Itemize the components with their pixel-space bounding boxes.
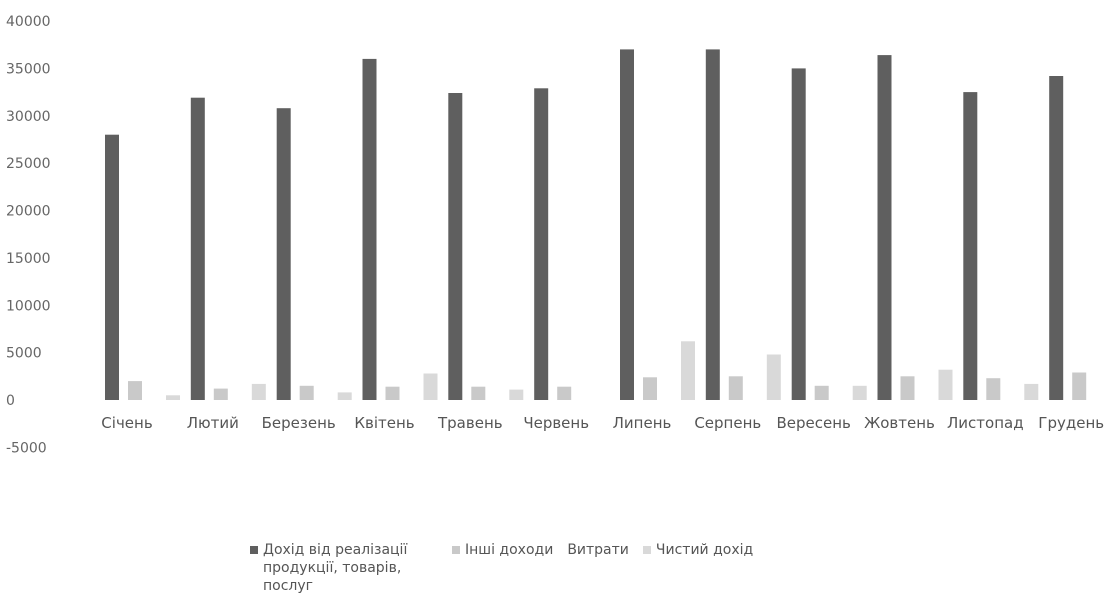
- x-tick-label: Січень: [101, 414, 152, 432]
- bar-series-3-1: [251, 383, 266, 400]
- bar-series-1-10: [986, 378, 1001, 400]
- y-tick-label: 5000: [6, 346, 42, 362]
- x-tick-label: Грудень: [1038, 414, 1104, 432]
- bar-series-0-10: [963, 92, 978, 400]
- x-tick-label: Квітень: [354, 414, 414, 432]
- bar-series-1-3: [385, 386, 400, 400]
- bar-series-0-3: [362, 58, 377, 401]
- y-tick-label: 0: [6, 393, 15, 409]
- y-tick-label: 25000: [6, 156, 51, 172]
- y-tick-label: 10000: [6, 298, 51, 314]
- bar-series-1-11: [1072, 372, 1087, 400]
- bar-series-0-0: [105, 134, 119, 400]
- bar-series-1-7: [728, 376, 743, 400]
- bar-series-0-9: [877, 55, 892, 400]
- x-tick-label: Жовтень: [864, 414, 935, 432]
- x-tick-label: Травень: [437, 414, 503, 432]
- bar-series-1-2: [299, 385, 314, 400]
- bars: [105, 49, 1087, 401]
- bar-series-0-6: [620, 49, 634, 401]
- legend-swatch-other-income: [452, 546, 460, 554]
- bar-series-3-10: [1024, 383, 1039, 400]
- x-tick-label: Березень: [262, 414, 336, 432]
- legend-label-expenses: Витрати: [567, 542, 629, 558]
- y-axis-ticks: -5000 0 5000 10000 15000 20000 25000 30000 35000…: [6, 14, 51, 456]
- bar-series-0-4: [448, 93, 463, 400]
- x-tick-label: Липень: [613, 414, 672, 432]
- bar-series-1-4: [471, 386, 486, 400]
- bar-series-1-5: [557, 386, 572, 400]
- bar-series-0-5: [534, 88, 549, 401]
- bar-series-0-2: [276, 108, 291, 400]
- x-tick-label: Серпень: [694, 414, 761, 432]
- bar-series-3-6: [681, 341, 695, 400]
- bar-series-3-2: [337, 392, 352, 400]
- bar-series-0-8: [791, 68, 806, 401]
- y-tick-label: 15000: [6, 251, 51, 267]
- bar-series-3-7: [766, 354, 781, 400]
- bar-series-3-9: [938, 369, 953, 400]
- bar-series-1-6: [643, 377, 657, 400]
- legend-label-revenue: Дохід від реалізації продукції, товарів,…: [263, 542, 408, 594]
- bar-series-1-0: [128, 381, 142, 400]
- bar-series-3-4: [509, 389, 524, 400]
- bar-series-1-9: [900, 376, 915, 400]
- bar-series-1-1: [213, 388, 228, 400]
- legend-item-other-income: Інші доходи: [452, 541, 553, 559]
- legend-swatch-revenue: [250, 546, 258, 554]
- bar-series-0-7: [705, 49, 720, 401]
- bar-series-3-8: [852, 385, 867, 400]
- legend: Дохід від реалізації продукції, товарів,…: [250, 541, 767, 595]
- bar-series-3-0: [166, 395, 180, 400]
- legend-item-expenses: Витрати: [567, 541, 629, 559]
- bar-series-0-1: [190, 97, 205, 400]
- y-tick-label: 40000: [6, 14, 51, 30]
- bar-series-3-3: [423, 373, 438, 400]
- y-tick-label: -5000: [6, 440, 47, 456]
- bar-series-1-8: [814, 385, 829, 400]
- y-tick-label: 35000: [6, 61, 51, 77]
- bar-series-0-11: [1049, 76, 1064, 400]
- legend-swatch-net-income: [642, 546, 651, 554]
- x-tick-label: Червень: [523, 414, 589, 432]
- x-axis-labels: Січень Лютий Березень Квітень Травень Червень…: [101, 414, 1104, 432]
- legend-label-other-income: Інші доходи: [465, 542, 554, 558]
- x-tick-label: Лютий: [187, 414, 239, 432]
- x-tick-label: Вересень: [776, 414, 850, 432]
- legend-label-net-income: Чистий дохід: [655, 542, 754, 558]
- x-tick-label: Листопад: [947, 414, 1024, 432]
- legend-item-net-income: Чистий дохід: [642, 541, 754, 559]
- legend-item-revenue: Дохід від реалізації продукції, товарів,…: [250, 541, 438, 595]
- y-tick-label: 20000: [6, 204, 51, 220]
- y-tick-label: 30000: [6, 109, 51, 125]
